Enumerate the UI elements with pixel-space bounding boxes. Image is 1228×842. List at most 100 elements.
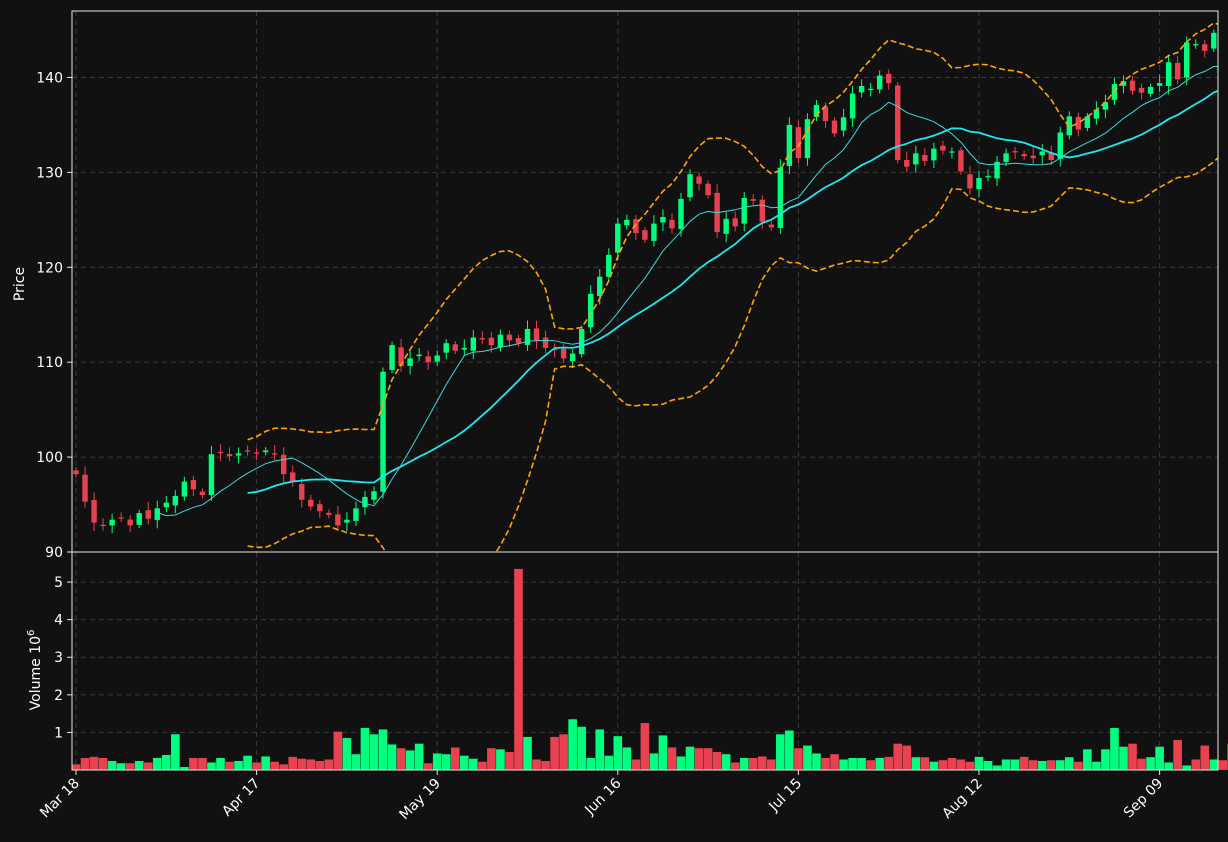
candle-body xyxy=(443,343,449,353)
candle-body xyxy=(488,337,495,346)
candle-body xyxy=(958,150,964,172)
volume-bar xyxy=(622,747,632,770)
volume-bar xyxy=(207,762,216,770)
volume-bar xyxy=(1146,757,1155,770)
volume-bar xyxy=(152,757,162,770)
volume-bar xyxy=(1182,765,1191,770)
volume-panel xyxy=(71,568,1228,770)
candle-body xyxy=(822,106,829,122)
volume-bar xyxy=(351,754,361,770)
volume-bar xyxy=(342,738,352,770)
slow-moving-average-line xyxy=(247,90,1218,494)
candle-body xyxy=(497,334,504,348)
volume-tick-label: 3 xyxy=(54,650,63,666)
candle-body xyxy=(578,328,585,355)
candle-body xyxy=(280,454,287,475)
volume-bar xyxy=(378,729,388,770)
volume-bar xyxy=(1101,749,1110,770)
volume-bar xyxy=(1128,743,1137,770)
candle-body xyxy=(949,151,955,153)
candle-body xyxy=(813,104,820,117)
candle-body xyxy=(867,88,874,91)
volume-bar xyxy=(279,764,288,770)
candle-body xyxy=(118,517,124,519)
volume-bar xyxy=(911,757,921,770)
volume-bar xyxy=(414,743,424,770)
candle-body xyxy=(1030,155,1036,159)
volume-tick-label: 2 xyxy=(54,688,63,704)
candle-body xyxy=(642,230,648,240)
candle-body xyxy=(217,451,224,454)
volume-bar xyxy=(757,756,767,770)
volume-bar xyxy=(1046,760,1056,770)
price-tick-label: 120 xyxy=(36,260,63,276)
volume-bar xyxy=(902,745,912,770)
volume-bar xyxy=(848,757,857,770)
volume-bar xyxy=(1200,745,1210,770)
candle-body xyxy=(895,85,901,161)
volume-bar xyxy=(71,764,81,770)
candle-body xyxy=(244,450,251,452)
volume-bar xyxy=(640,723,650,770)
candle-body xyxy=(1102,102,1109,110)
candle-body xyxy=(1147,86,1154,94)
candle-body xyxy=(479,338,486,340)
volume-bar xyxy=(541,760,550,770)
volume-axis-label-text: Volume 10 xyxy=(28,636,44,710)
price-tick-label: 110 xyxy=(36,355,63,371)
volume-bar xyxy=(1083,749,1092,770)
volume-bar xyxy=(441,754,451,770)
volume-bar xyxy=(550,736,559,770)
volume-bar xyxy=(505,751,514,770)
candle-body xyxy=(669,219,675,229)
volume-bar xyxy=(604,755,614,770)
candle-body xyxy=(127,519,133,526)
volume-bar xyxy=(884,756,893,770)
volume-bar xyxy=(947,757,957,770)
candle-body xyxy=(786,124,793,166)
volume-bar xyxy=(739,757,749,770)
candle-body xyxy=(308,499,314,507)
volume-bar xyxy=(198,757,207,770)
volume-bar xyxy=(459,755,469,770)
volume-bar xyxy=(595,729,605,770)
volume-bar xyxy=(1155,746,1164,770)
candle-body xyxy=(831,120,838,134)
candle-body xyxy=(858,85,865,93)
candle-body xyxy=(398,347,404,366)
volume-bar xyxy=(875,757,884,770)
volume-bar xyxy=(469,758,478,770)
volume-bar xyxy=(1191,759,1201,770)
volume-bar xyxy=(134,760,144,770)
candle-body xyxy=(723,218,729,234)
candle-body xyxy=(551,349,558,351)
volume-bar xyxy=(496,749,505,770)
candle-body xyxy=(253,452,260,454)
candle-body xyxy=(904,160,910,167)
candle-body xyxy=(705,183,711,196)
candle-body xyxy=(1165,62,1172,86)
volume-bar xyxy=(1173,739,1182,770)
price-tick-label: 90 xyxy=(45,545,63,561)
candle-body xyxy=(922,155,928,161)
candle-body xyxy=(804,119,811,159)
candle-body xyxy=(931,148,937,161)
candle-body xyxy=(687,174,693,198)
volume-bar xyxy=(956,759,966,770)
volume-bar xyxy=(1209,759,1219,770)
volume-bar xyxy=(748,757,758,770)
candle-body xyxy=(795,127,802,159)
volume-bar xyxy=(1164,762,1173,770)
candle-body xyxy=(262,450,269,453)
candle-body xyxy=(190,480,197,490)
volume-bar xyxy=(1110,727,1119,770)
candle-body xyxy=(633,219,639,234)
candle-body xyxy=(913,153,919,165)
volume-bar xyxy=(568,719,577,770)
candle-body xyxy=(976,178,982,190)
volume-bar xyxy=(667,747,677,770)
candle-body xyxy=(470,337,477,351)
volume-bar xyxy=(89,756,99,770)
candle-body xyxy=(750,199,756,201)
volume-bar xyxy=(577,726,586,770)
